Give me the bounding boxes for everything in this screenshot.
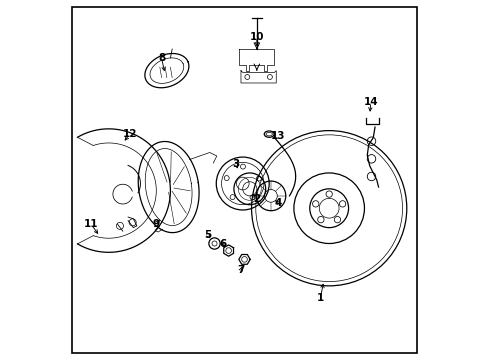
Text: 2: 2 — [253, 194, 260, 204]
Text: 10: 10 — [249, 32, 264, 42]
Text: 11: 11 — [83, 219, 98, 229]
Text: 1: 1 — [316, 293, 324, 303]
Text: 12: 12 — [122, 129, 137, 139]
Text: 9: 9 — [152, 219, 160, 229]
Text: 5: 5 — [203, 230, 211, 240]
Text: 14: 14 — [363, 98, 377, 107]
Text: 4: 4 — [274, 198, 281, 208]
Text: 3: 3 — [232, 159, 239, 169]
Text: 8: 8 — [158, 53, 165, 63]
Text: 7: 7 — [237, 265, 244, 275]
Text: 6: 6 — [219, 239, 226, 248]
Text: 13: 13 — [270, 131, 285, 141]
